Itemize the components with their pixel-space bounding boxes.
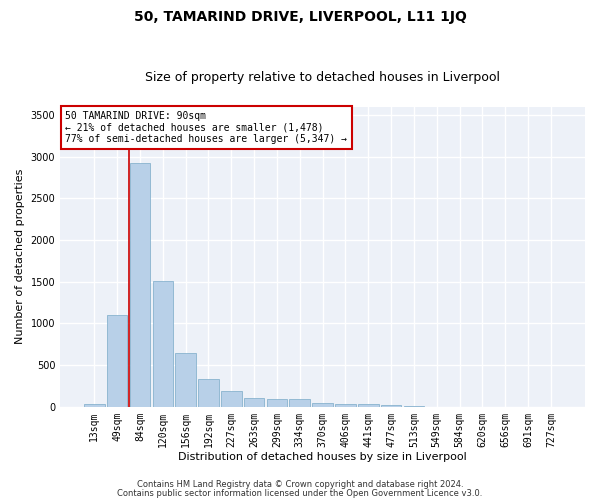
Text: Contains public sector information licensed under the Open Government Licence v3: Contains public sector information licen… [118,488,482,498]
Bar [130,163,150,407]
Bar [266,399,287,407]
Text: 50, TAMARIND DRIVE, LIVERPOOL, L11 1JQ: 50, TAMARIND DRIVE, LIVERPOOL, L11 1JQ [134,10,466,24]
Bar [381,405,401,407]
Bar [221,390,242,407]
X-axis label: Distribution of detached houses by size in Liverpool: Distribution of detached houses by size … [178,452,467,462]
Bar [313,402,333,407]
Bar [335,404,356,407]
Bar [175,354,196,407]
Text: 50 TAMARIND DRIVE: 90sqm
← 21% of detached houses are smaller (1,478)
77% of sem: 50 TAMARIND DRIVE: 90sqm ← 21% of detach… [65,111,347,144]
Bar [152,281,173,407]
Bar [244,398,265,407]
Bar [107,315,127,407]
Bar [289,400,310,407]
Bar [358,404,379,407]
Y-axis label: Number of detached properties: Number of detached properties [15,169,25,344]
Text: Contains HM Land Registry data © Crown copyright and database right 2024.: Contains HM Land Registry data © Crown c… [137,480,463,489]
Bar [198,379,219,407]
Bar [84,404,104,407]
Title: Size of property relative to detached houses in Liverpool: Size of property relative to detached ho… [145,72,500,85]
